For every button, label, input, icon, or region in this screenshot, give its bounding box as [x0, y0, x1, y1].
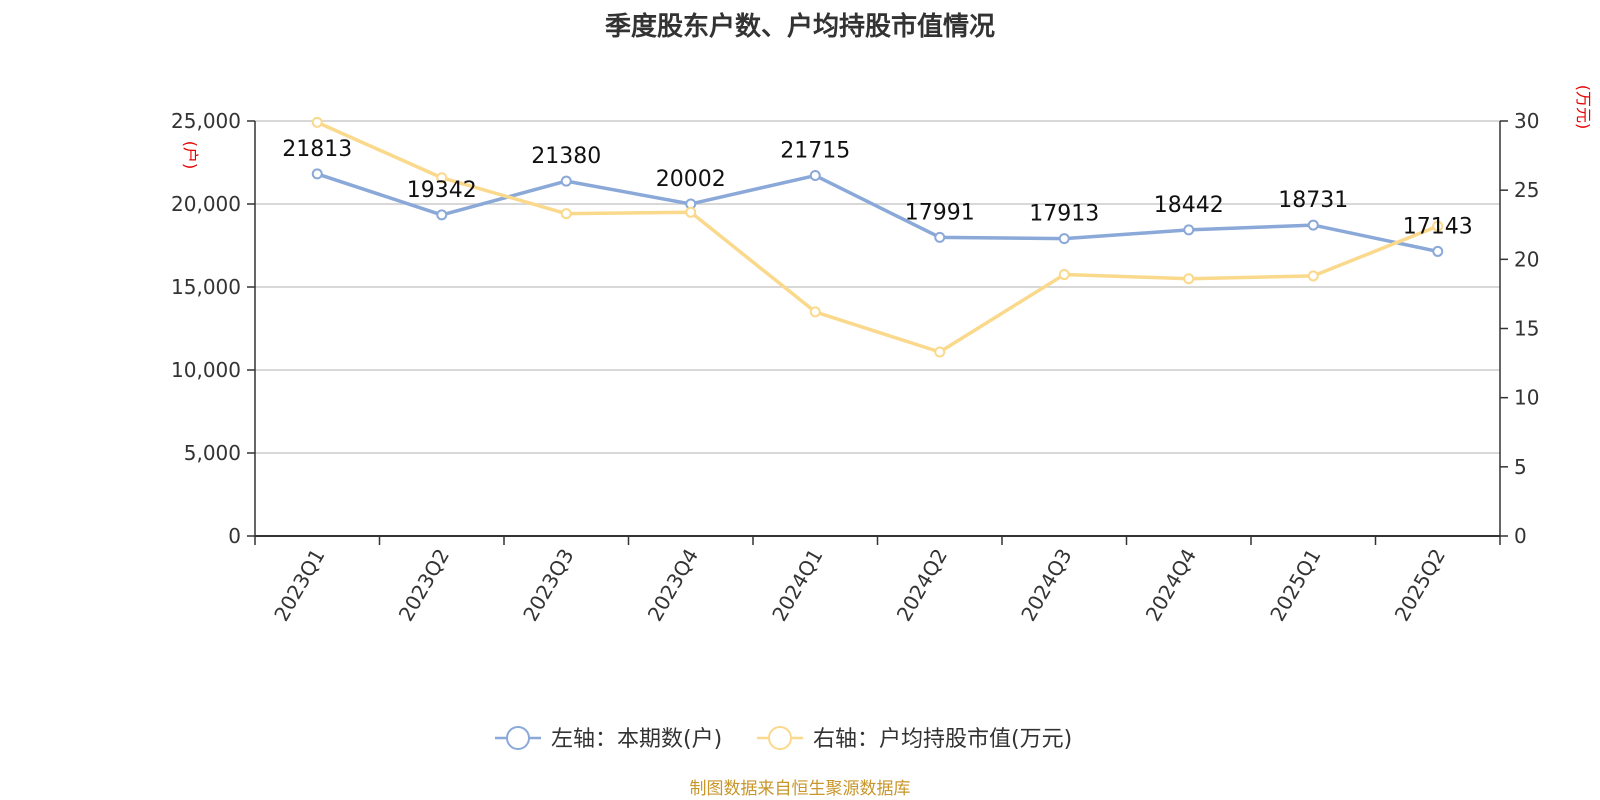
series-1-point	[436, 209, 448, 221]
series-2-point	[934, 346, 946, 358]
right-tick-label: 10	[1514, 386, 1539, 410]
right-tick-label: 20	[1514, 247, 1539, 271]
source-note: 制图数据来自恒生聚源数据库	[689, 779, 911, 799]
left-axis-unit: (户)	[181, 141, 200, 170]
data-label: 21715	[780, 139, 850, 164]
series-2-point	[560, 208, 572, 220]
series-2-point	[809, 306, 821, 318]
right-tick-label: 30	[1514, 109, 1539, 133]
right-tick-label: 5	[1514, 455, 1527, 479]
series-2-point	[1183, 273, 1195, 285]
legend-marker-2	[768, 726, 792, 750]
data-label: 19342	[407, 178, 477, 203]
data-label: 21813	[282, 137, 352, 162]
x-tick-label: 2023Q1	[269, 545, 329, 626]
series-2-point	[1307, 270, 1319, 282]
x-tick-label: 2024Q3	[1016, 545, 1076, 626]
legend-label-1: 左轴：本期数(户)	[551, 727, 722, 752]
series-line-2	[316, 120, 1439, 354]
right-axis-unit: (万元)	[1574, 85, 1593, 130]
left-tick-label: 0	[228, 524, 241, 548]
left-tick-label: 15,000	[171, 275, 241, 299]
left-tick-label: 20,000	[171, 192, 241, 216]
series-1-point	[1432, 245, 1444, 257]
left-tick-label: 25,000	[171, 109, 241, 133]
series-1-point	[934, 231, 946, 243]
data-label: 17913	[1029, 202, 1099, 227]
series-2-point	[685, 206, 697, 218]
data-label: 18731	[1278, 188, 1348, 213]
x-tick-label: 2025Q1	[1265, 545, 1325, 626]
series-2-point	[1432, 220, 1444, 232]
data-label: 20002	[656, 167, 726, 192]
series-1-point	[809, 170, 821, 182]
legend-label-2: 右轴：户均持股市值(万元)	[813, 727, 1072, 752]
data-label: 17143	[1403, 214, 1473, 239]
series-1-point	[1307, 219, 1319, 231]
right-tick-label: 0	[1514, 524, 1527, 548]
x-tick-label: 2023Q4	[643, 545, 703, 626]
x-tick-label: 2023Q2	[394, 545, 454, 626]
series-2-point	[436, 172, 448, 184]
x-tick-label: 2024Q1	[767, 545, 827, 626]
x-tick-label: 2024Q2	[892, 545, 952, 626]
series-1-point	[1058, 233, 1070, 245]
series-line-1	[316, 172, 1439, 254]
x-tick-label: 2024Q4	[1141, 545, 1201, 626]
series-1-point	[1183, 224, 1195, 236]
right-tick-label: 25	[1514, 178, 1539, 202]
series-1-point	[560, 175, 572, 187]
series-1-point	[311, 168, 323, 180]
x-tick-label: 2023Q3	[518, 545, 578, 626]
data-label: 17991	[905, 200, 975, 225]
legend-marker-1	[506, 726, 530, 750]
series-2-point	[311, 116, 323, 128]
left-tick-label: 5,000	[184, 441, 241, 465]
series-2-point	[1058, 269, 1070, 281]
data-label: 21380	[531, 144, 601, 169]
left-tick-label: 10,000	[171, 358, 241, 382]
chart-title: 季度股东户数、户均持股市值情况	[604, 12, 995, 42]
right-tick-label: 15	[1514, 317, 1539, 341]
x-tick-label: 2025Q2	[1390, 545, 1450, 626]
data-label: 18442	[1154, 193, 1224, 218]
